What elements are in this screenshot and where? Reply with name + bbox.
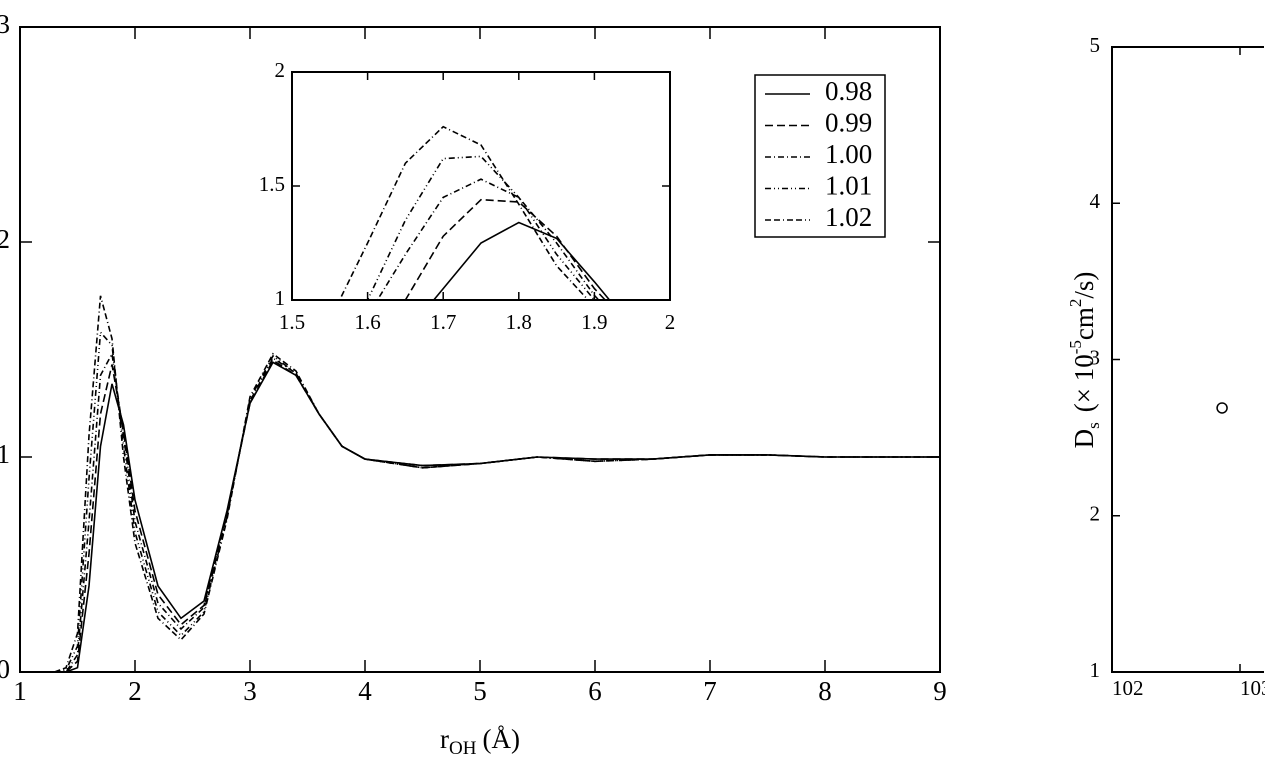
x-tick-label: 6	[588, 676, 602, 706]
x-tick-label: 102	[1112, 676, 1144, 700]
y-tick-label: 1.5	[259, 172, 285, 196]
x-tick-label: 8	[818, 676, 832, 706]
x-tick-label: 7	[703, 676, 717, 706]
y-label-suffix: /s)	[1069, 272, 1099, 299]
x-label-sub: OH	[449, 738, 477, 759]
series-line	[54, 361, 940, 672]
x-tick-label: 4	[358, 676, 372, 706]
y-tick-label: 0	[0, 654, 10, 684]
x-tick-label: 3	[243, 676, 257, 706]
y-tick-label: 1	[0, 439, 10, 469]
y-tick-label: 2	[275, 58, 286, 82]
x-axis-title: rOH (Å)	[440, 724, 520, 759]
x-tick-label: 1.7	[430, 310, 456, 334]
y-tick-label: 4	[1090, 189, 1101, 213]
x-tick-label: 1.6	[354, 310, 380, 334]
axes-frame	[1111, 46, 1264, 673]
plot-area	[1216, 402, 1228, 414]
x-tick-label: 103	[1240, 676, 1265, 700]
y-label-unit: cm	[1069, 307, 1099, 340]
series-line	[54, 330, 940, 672]
x-tick-label: 1.5	[279, 310, 305, 334]
x-tick-label: 2	[665, 310, 676, 334]
series-line	[54, 351, 940, 672]
x-tick-label: 1	[13, 676, 27, 706]
inset-background	[292, 72, 670, 300]
x-label-symbol: r	[440, 724, 449, 754]
x-tick-label: 9	[933, 676, 947, 706]
x-tick-label: 1.8	[506, 310, 532, 334]
y-tick-label: 5	[1090, 33, 1101, 57]
plot-area	[54, 295, 940, 672]
y-tick-label: 1	[1090, 658, 1101, 682]
y-label-exp: -5	[1066, 340, 1085, 354]
y-tick-label: 1	[275, 286, 286, 310]
y-label-sub: s	[1084, 422, 1103, 429]
data-point	[1216, 402, 1228, 414]
legend-label: 1.02	[825, 202, 872, 232]
y-label-prefix: (× 10	[1069, 354, 1099, 412]
series-line	[404, 198, 607, 300]
x-label-unit: (Å)	[482, 724, 519, 754]
series-line	[54, 359, 940, 672]
y-label-unit-exp: 2	[1066, 299, 1085, 308]
y-tick-label: 2	[1090, 502, 1101, 526]
y-axis-title: Ds (× 10-5cm2/s)	[1066, 272, 1103, 449]
y-tick-label: 3	[0, 9, 10, 39]
series-line	[338, 125, 590, 300]
y-tick-label: 3	[1090, 345, 1101, 369]
plot-area	[338, 125, 611, 300]
legend-label: 0.99	[825, 108, 872, 138]
legend-label: 1.01	[825, 171, 872, 201]
legend-label: 0.98	[825, 76, 872, 106]
legend-box	[754, 74, 886, 238]
x-tick-label: 1.9	[581, 310, 607, 334]
y-label-symbol: D	[1069, 429, 1099, 449]
x-tick-label: 5	[473, 676, 487, 706]
series-line	[54, 295, 940, 672]
series-line	[376, 178, 600, 300]
y-tick-label: 2	[0, 224, 10, 254]
legend-label: 1.00	[825, 139, 872, 169]
series-line	[432, 221, 611, 300]
x-tick-label: 2	[128, 676, 142, 706]
